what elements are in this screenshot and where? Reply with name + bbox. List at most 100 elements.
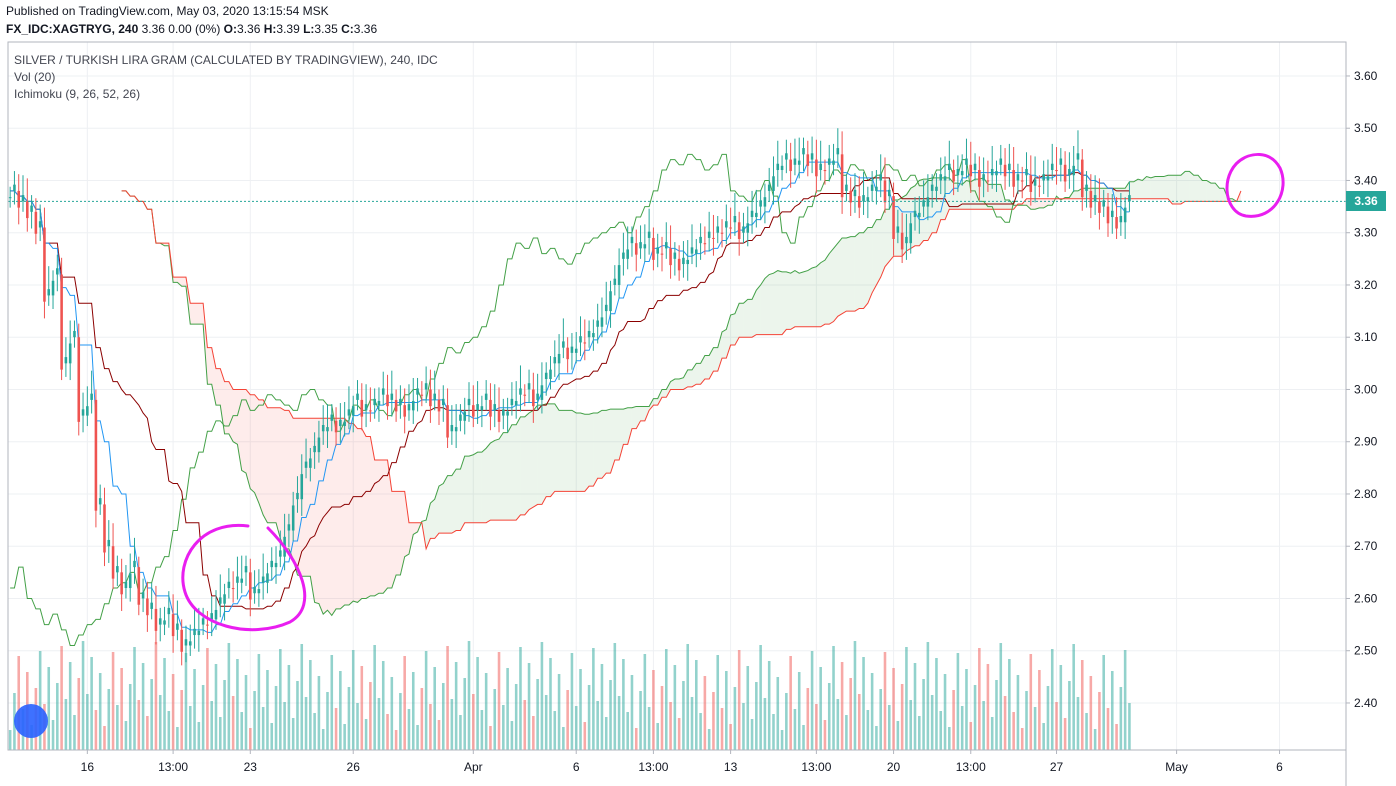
candle-body — [725, 221, 728, 228]
cloud-segment — [846, 236, 851, 312]
cloud-segment — [267, 407, 272, 523]
candle-body — [77, 337, 81, 422]
cloud-segment — [1000, 184, 1006, 210]
volume-bar — [1093, 729, 1097, 750]
candle-body — [759, 200, 762, 207]
volume-bar — [1115, 724, 1118, 750]
x-tick-label: 13:00 — [801, 760, 831, 774]
cloud-segment — [812, 266, 817, 327]
candle-body — [960, 171, 964, 176]
volume-bar — [257, 654, 261, 750]
volume-bar — [626, 712, 629, 750]
cloud-segment — [301, 418, 307, 577]
cloud-segment — [1129, 181, 1134, 199]
candle-body — [257, 589, 261, 594]
cloud-segment — [833, 243, 838, 322]
candle-body — [686, 259, 690, 265]
low-label: L: — [303, 22, 315, 36]
volume-bar — [197, 722, 201, 750]
cloud-segment — [460, 456, 465, 531]
volume-bar — [459, 715, 462, 750]
cloud-segment — [370, 436, 375, 596]
legend-title[interactable]: SILVER / TURKISH LIRA GRAM (CALCULATED B… — [14, 53, 438, 67]
candle-body — [935, 186, 938, 191]
candle-body — [373, 398, 376, 406]
volume-bar — [424, 651, 428, 750]
candle-body — [17, 190, 21, 208]
volume-bar — [1128, 703, 1131, 750]
candle-body — [596, 320, 599, 327]
volume-bar — [98, 673, 102, 750]
volume-bar — [347, 687, 351, 750]
candle-body — [630, 236, 634, 244]
volume-bar — [579, 669, 582, 750]
tradingview-logo-icon[interactable] — [14, 704, 48, 738]
x-tick-label: 26 — [347, 760, 361, 774]
close-value: 3.36 — [353, 22, 378, 36]
volume-bar — [943, 674, 947, 750]
cloud-segment — [872, 219, 877, 293]
cloud-segment — [884, 209, 890, 267]
legend-volume[interactable]: Vol (20) — [14, 70, 56, 84]
volume-bar — [918, 716, 921, 750]
legend-ichimoku[interactable]: Ichimoku (9, 26, 52, 26) — [14, 87, 141, 101]
cloud-segment — [438, 483, 444, 534]
cloud-segment — [413, 522, 418, 535]
y-tick-label: 2.90 — [1354, 435, 1378, 449]
candle-body — [459, 414, 462, 421]
candle-body — [1046, 176, 1050, 181]
volume-bar — [875, 726, 878, 750]
cloud-segment — [233, 389, 238, 445]
candle-body — [767, 184, 771, 191]
cloud-segment — [589, 412, 594, 487]
volume-bar — [845, 715, 848, 750]
candle-body — [879, 174, 882, 181]
candle-body — [673, 252, 677, 259]
volume-bar — [163, 658, 166, 750]
candle-body — [1025, 168, 1028, 176]
cloud-segment — [1107, 188, 1113, 199]
volume-bar — [892, 668, 895, 750]
volume-bar — [935, 658, 938, 750]
volume-bar — [776, 677, 780, 750]
volume-bar — [1072, 644, 1075, 750]
volume-bar — [742, 703, 745, 750]
volume-bar — [103, 726, 106, 750]
cloud-segment — [923, 179, 928, 241]
candle-body — [802, 148, 805, 155]
candle-body — [128, 573, 132, 589]
cloud-segment — [1133, 179, 1139, 199]
candle-body — [240, 578, 244, 583]
volume-bar — [158, 695, 162, 750]
candle-body — [763, 197, 767, 207]
volume-bar — [716, 655, 720, 750]
volume-bar — [982, 701, 985, 750]
volume-bar — [90, 657, 93, 750]
cloud-segment — [456, 469, 461, 531]
cloud-segment — [1005, 200, 1010, 210]
open-value: 3.36 — [237, 22, 261, 36]
candle-body — [343, 421, 346, 427]
x-tick-label: 23 — [244, 760, 258, 774]
axes: 3.60 3.50 3.40 3.30 3.20 3.10 3.00 2.90 2.80 2.70… — [7, 41, 1378, 786]
candle-body — [339, 419, 342, 427]
candle-body — [446, 405, 449, 438]
candle-body — [579, 336, 582, 343]
candle-body — [840, 154, 844, 198]
candle-body — [1068, 168, 1071, 176]
cloud-segment — [704, 355, 710, 380]
candle-body — [266, 573, 269, 583]
volume-bar — [206, 648, 209, 750]
cloud-segment — [747, 299, 753, 338]
volume-bar — [249, 728, 252, 750]
cloud-segment — [996, 184, 1001, 210]
cloud-segment — [1103, 188, 1108, 199]
volume-bar — [973, 685, 977, 750]
volume-bar — [506, 668, 509, 750]
candle-body — [810, 153, 814, 160]
cloud-segment — [391, 491, 397, 589]
x-tick-label: 13:00 — [158, 760, 188, 774]
cloud-segment — [318, 418, 324, 615]
cloud-segment — [383, 460, 388, 594]
